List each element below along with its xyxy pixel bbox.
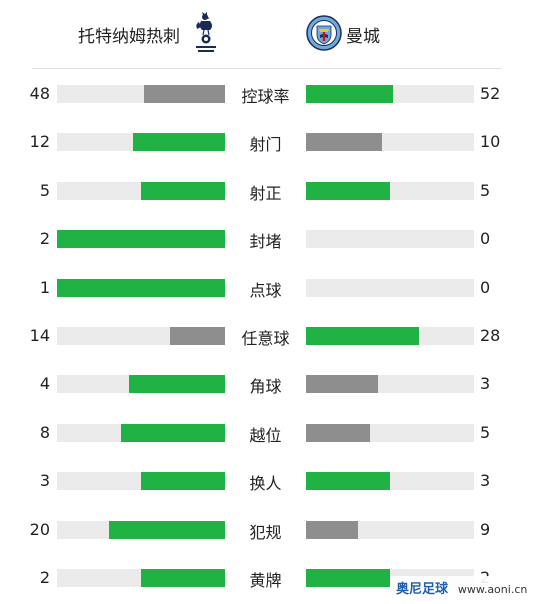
away-team-name: 曼城 [346, 27, 380, 47]
away-stat-value: 10 [480, 132, 501, 152]
home-stat-bar [144, 85, 225, 103]
away-stat-bar-track [306, 520, 474, 539]
header-divider [32, 68, 502, 69]
home-stat-bar-track [57, 520, 225, 539]
stat-label: 换人 [249, 474, 282, 494]
stat-row: 48 控球率 52 [0, 70, 534, 118]
away-stat-bar [306, 133, 382, 152]
stat-label: 射正 [249, 183, 282, 203]
stat-row: 4 角球 3 [0, 360, 534, 408]
away-stat-value: 0 [480, 277, 491, 297]
away-stat-bar [306, 181, 390, 200]
stat-row: 2 封堵 0 [0, 215, 534, 263]
home-stat-value: 3 [39, 471, 50, 491]
home-stat-bar-track [57, 423, 225, 442]
stat-label: 控球率 [241, 87, 290, 106]
home-stat-value: 20 [29, 519, 50, 539]
home-stat-bar-track [57, 375, 225, 394]
stat-label: 黄牌 [249, 570, 282, 590]
home-stat-bar-track [57, 181, 225, 200]
away-stat-bar [306, 375, 379, 394]
stat-row: 20 犯规 9 [0, 506, 534, 554]
home-stat-bar-track [57, 278, 225, 297]
away-stat-bar-track [306, 181, 474, 200]
away-stat-bar [306, 568, 390, 587]
stat-row: 5 射正 5 [0, 167, 534, 215]
watermark-url: www.aoni.cn [457, 583, 528, 596]
home-stat-value: 48 [29, 84, 50, 103]
home-stat-bar-track [57, 568, 225, 587]
stat-label: 犯规 [249, 522, 282, 542]
watermark-name: 奥尼足球 [396, 582, 449, 597]
away-stat-bar [306, 472, 390, 491]
away-stat-bar-track [306, 375, 474, 394]
stat-row: 2黄牌2 [0, 554, 534, 602]
stat-label: 射门 [249, 135, 282, 155]
manchester-city-crest-icon [306, 15, 342, 51]
away-stat-bar-track [306, 326, 474, 345]
home-stat-value: 12 [29, 132, 50, 152]
home-stat-bar-track [57, 85, 225, 103]
home-stat-value: 8 [39, 422, 50, 442]
away-stat-value: 5 [480, 180, 491, 200]
tottenham-crest-icon [196, 12, 216, 52]
away-stat-bar [306, 326, 419, 345]
stat-row: 8 越位 5 [0, 409, 534, 457]
stat-row: 12 射门 10 [0, 118, 534, 166]
away-stat-bar-track [306, 230, 474, 249]
away-stat-bar-track [306, 278, 474, 297]
home-stat-bar-track [57, 472, 225, 491]
stats-list: 48 控球率 52 12 射门 10 5 射正 5 2 封堵 0 1 点球 0 14 任意球 28 4 角球 3 8 越位 5… [0, 70, 534, 602]
home-stat-bar [169, 326, 225, 345]
home-stat-value: 4 [39, 374, 50, 394]
away-stat-value: 0 [480, 229, 491, 249]
home-stat-value: 14 [29, 325, 50, 345]
away-stat-value: 3 [480, 471, 491, 491]
stat-label: 任意球 [241, 328, 290, 348]
home-stat-bar-track [57, 133, 225, 152]
site-watermark: 奥尼足球 www.aoni.cn [390, 576, 534, 602]
home-stat-bar [120, 423, 225, 442]
away-stat-value: 28 [480, 325, 501, 345]
home-stat-bar [141, 472, 225, 491]
home-stat-bar [57, 278, 225, 297]
home-stat-bar [109, 520, 225, 539]
home-stat-value: 2 [39, 229, 50, 249]
away-stat-value: 9 [480, 519, 491, 539]
away-stat-value: 5 [480, 422, 491, 442]
home-stat-bar [141, 181, 225, 200]
home-stat-bar-track [57, 326, 225, 345]
away-stat-bar-track [306, 472, 474, 491]
stat-row: 3 换人 3 [0, 457, 534, 505]
stat-label: 越位 [249, 425, 282, 445]
home-stat-value: 5 [39, 180, 50, 200]
stat-label: 点球 [249, 280, 282, 300]
stat-row: 14 任意球 28 [0, 312, 534, 360]
stat-row: 1 点球 0 [0, 264, 534, 312]
away-stat-bar [306, 85, 394, 103]
home-stat-bar [141, 568, 225, 587]
away-stat-bar [306, 423, 370, 442]
away-stat-bar-track [306, 85, 474, 103]
away-stat-value: 52 [480, 84, 501, 103]
home-stat-bar [129, 375, 225, 394]
away-stat-bar-track [306, 423, 474, 442]
home-stat-bar [57, 230, 225, 249]
away-stat-bar [306, 520, 359, 539]
home-stat-value: 2 [39, 567, 50, 587]
home-stat-bar-track [57, 230, 225, 249]
home-team-name: 托特纳姆热刺 [78, 27, 180, 47]
away-stat-bar-track [306, 133, 474, 152]
stat-label: 封堵 [249, 232, 282, 252]
match-header: 托特纳姆热刺 曼城 [0, 0, 534, 66]
home-stat-bar [132, 133, 225, 152]
away-stat-value: 3 [480, 374, 491, 394]
home-stat-value: 1 [39, 277, 50, 297]
stat-label: 角球 [249, 377, 282, 397]
